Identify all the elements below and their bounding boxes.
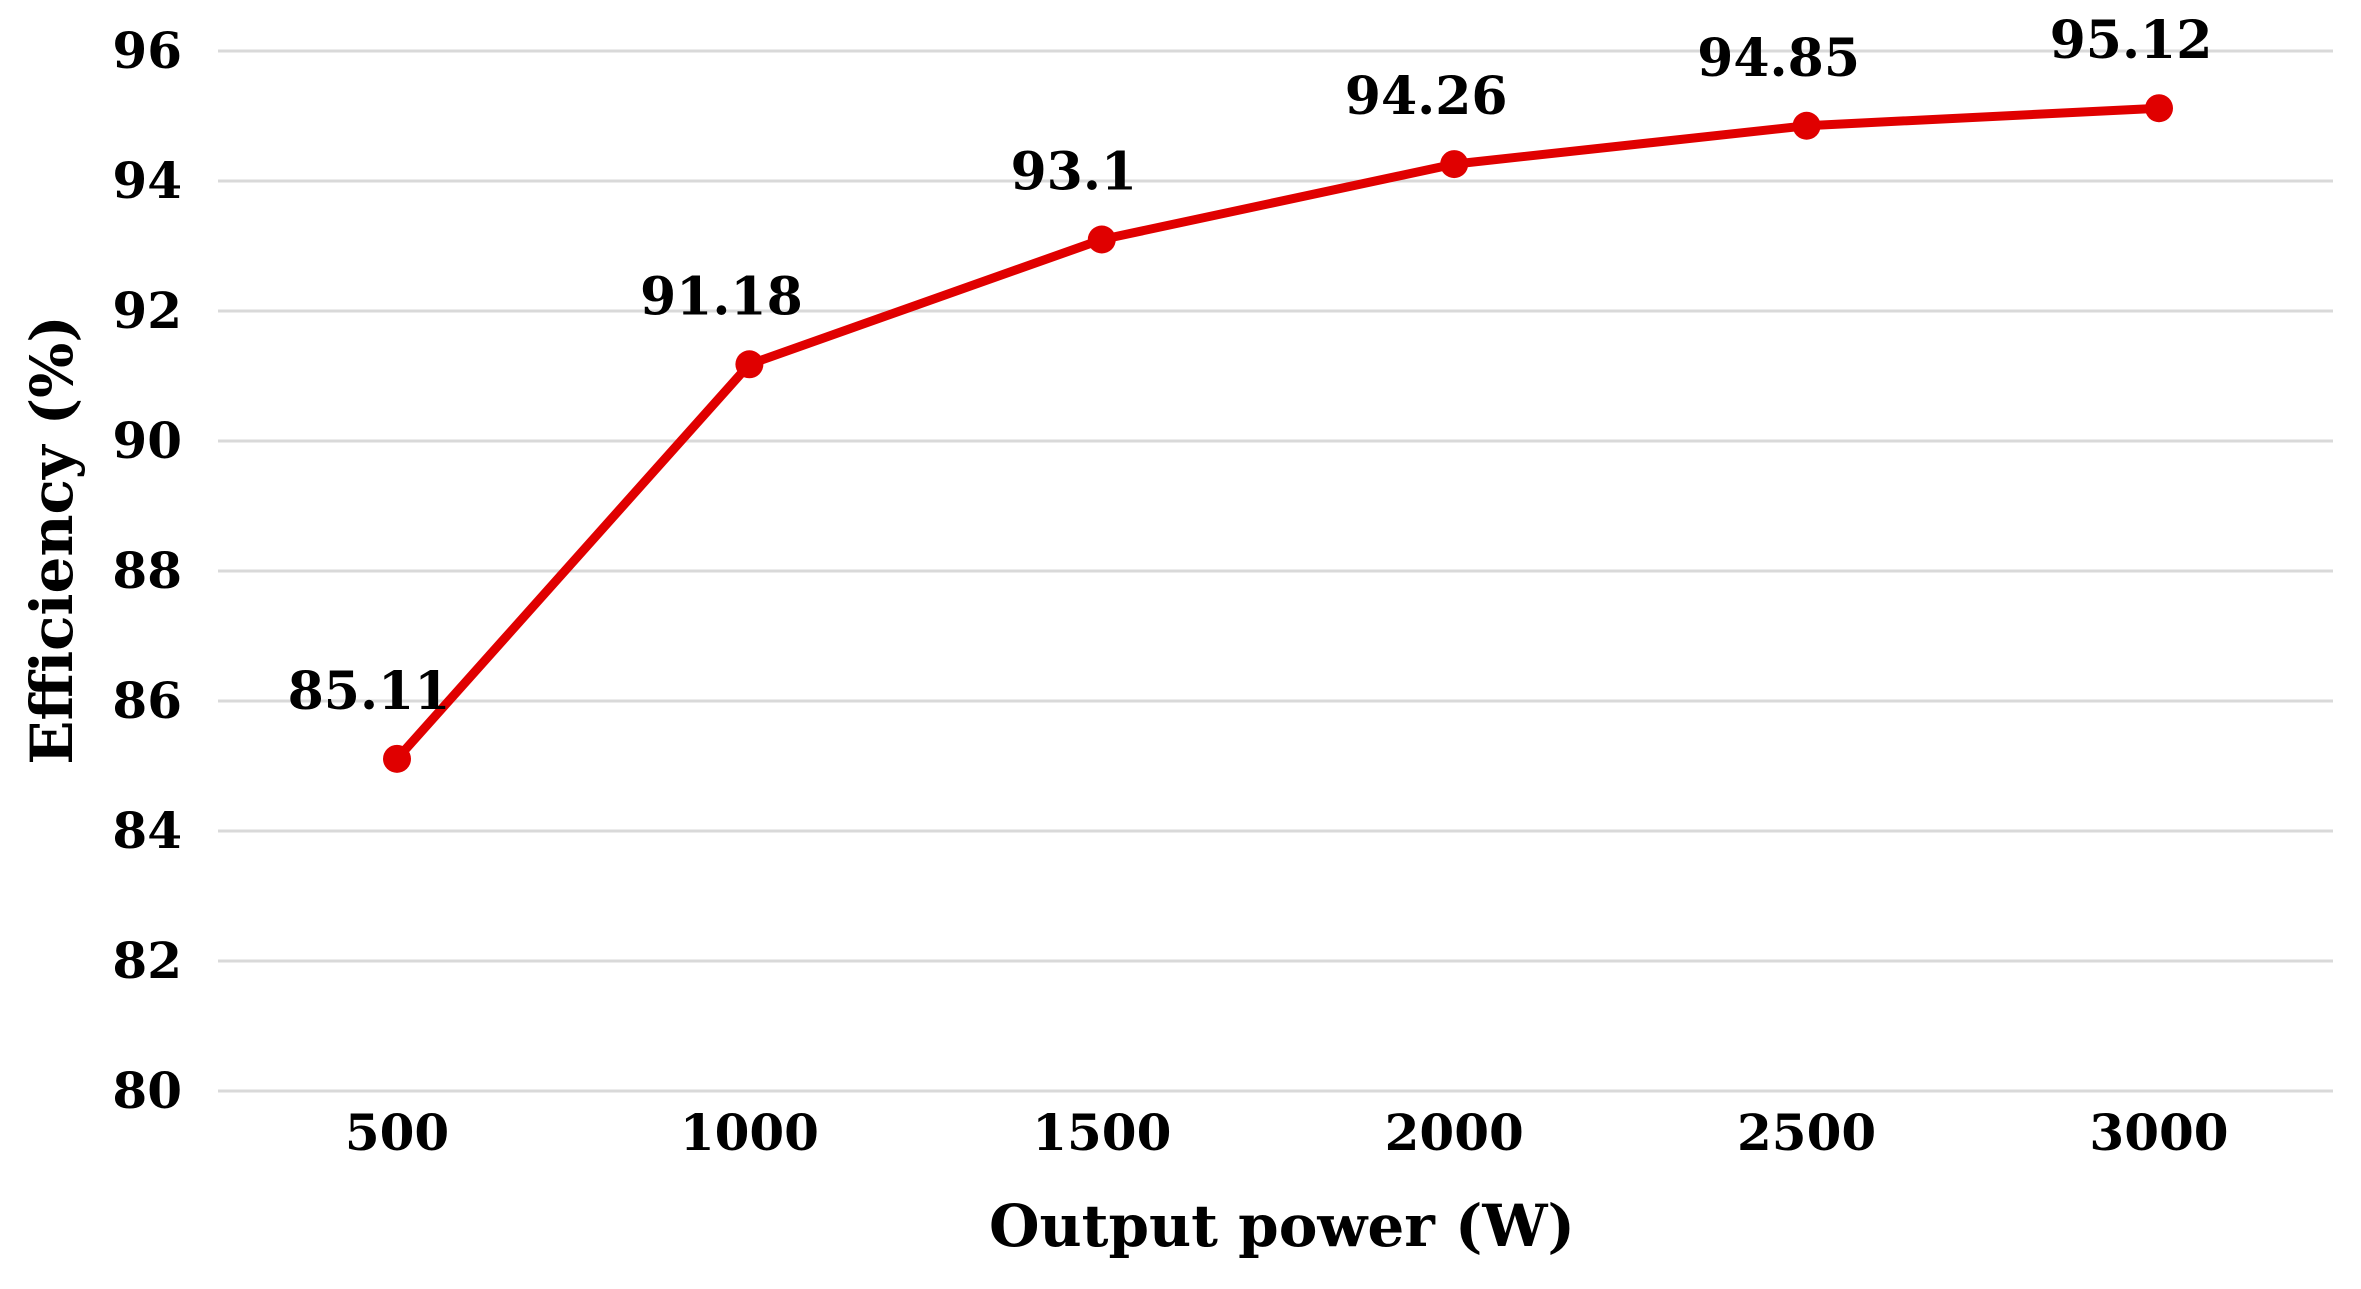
y-axis-tick-labels: 80 82 84 86 88 90 92 94 96 <box>112 21 182 1120</box>
data-labels: 85.11 91.18 93.1 94.26 94.85 95.12 <box>288 10 2213 722</box>
data-label: 85.11 <box>288 661 451 722</box>
data-point-marker <box>735 350 764 379</box>
y-tick-label: 92 <box>112 281 182 340</box>
x-tick-label: 1000 <box>680 1103 819 1162</box>
data-point-marker <box>1792 111 1821 140</box>
y-tick-label: 90 <box>112 411 182 470</box>
data-label: 91.18 <box>640 266 803 327</box>
y-tick-label: 84 <box>112 801 182 860</box>
x-tick-label: 500 <box>345 1103 449 1162</box>
x-axis-tick-labels: 500 1000 1500 2000 2500 3000 <box>345 1103 2229 1162</box>
y-tick-label: 86 <box>112 671 182 730</box>
y-tick-label: 96 <box>112 21 182 80</box>
data-label: 95.12 <box>2050 10 2213 71</box>
data-point-marker <box>1087 225 1116 254</box>
series-line <box>392 103 2164 764</box>
data-point-marker <box>2145 94 2173 123</box>
data-label: 94.85 <box>1697 28 1860 89</box>
gridlines <box>218 49 2333 1093</box>
data-point-marker <box>1440 150 1469 179</box>
series-line-group <box>383 94 2173 773</box>
y-tick-label: 82 <box>112 931 182 990</box>
y-tick-label: 94 <box>112 151 182 210</box>
data-label: 93.1 <box>1010 142 1137 203</box>
x-tick-label: 2500 <box>1737 1103 1876 1162</box>
data-label: 94.26 <box>1345 66 1508 127</box>
data-point-marker <box>383 744 411 773</box>
x-tick-label: 2000 <box>1385 1103 1524 1162</box>
y-tick-label: 80 <box>112 1061 182 1120</box>
y-tick-label: 88 <box>112 541 182 600</box>
x-tick-label: 1500 <box>1032 1103 1171 1162</box>
y-axis-title: Efficiency (%) <box>18 315 86 764</box>
x-tick-label: 3000 <box>2089 1103 2228 1162</box>
x-axis-title: Output power (W) <box>989 1192 1575 1260</box>
